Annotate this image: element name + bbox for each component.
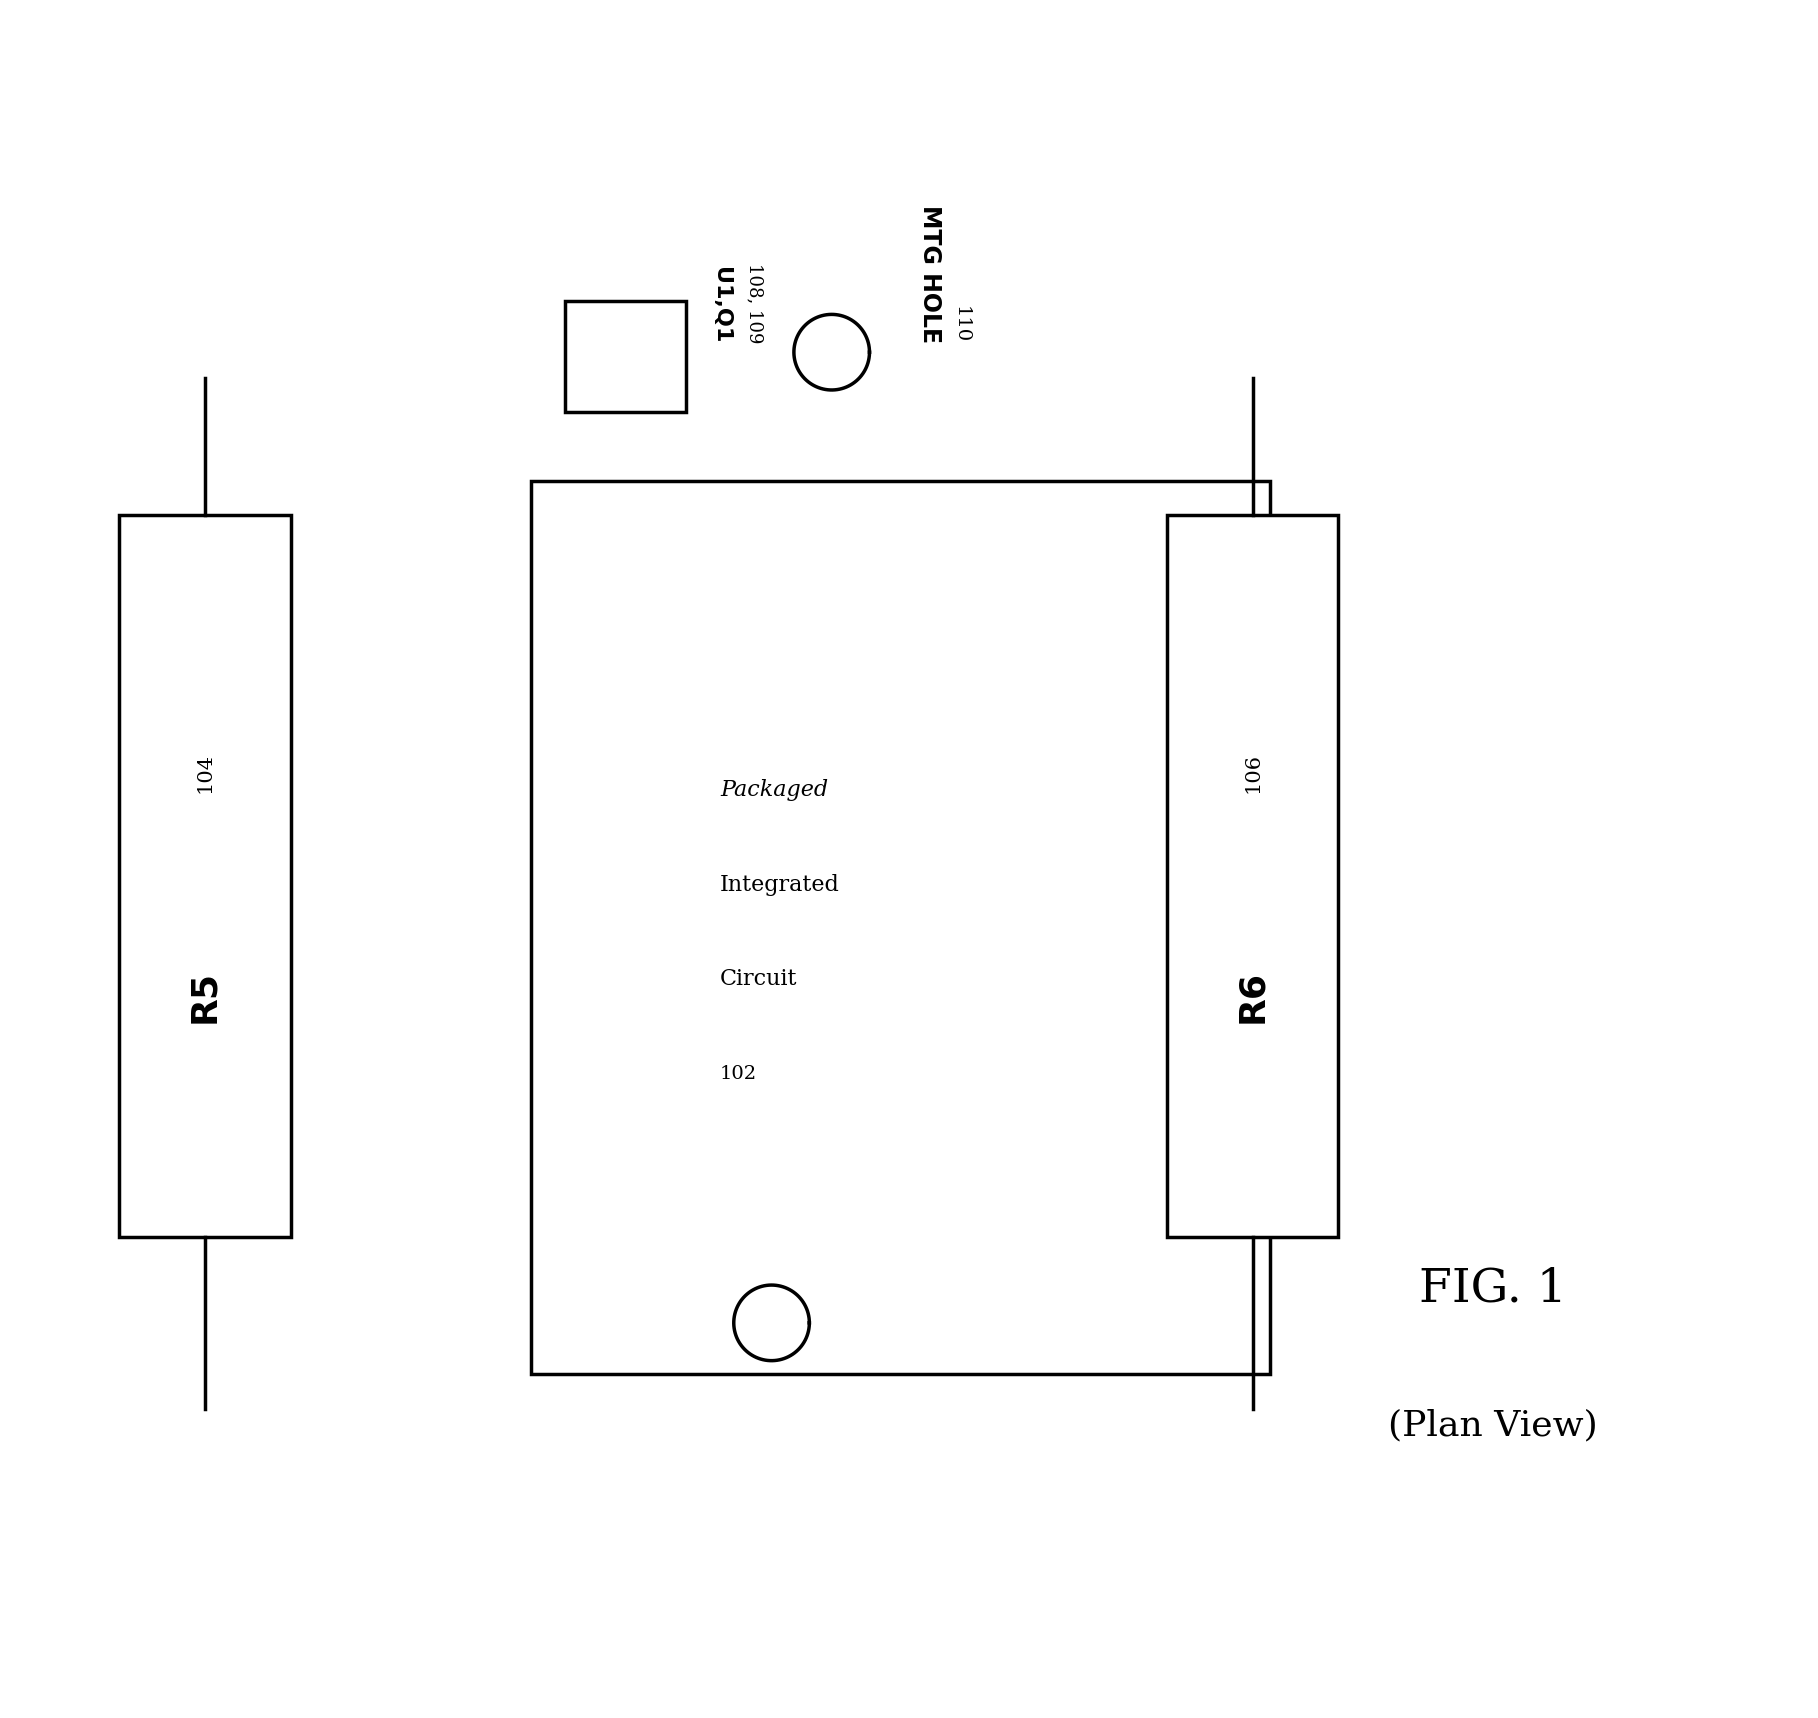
- Bar: [565, 301, 685, 412]
- Text: Circuit: Circuit: [720, 969, 798, 990]
- Text: FIG. 1: FIG. 1: [1420, 1266, 1567, 1311]
- Text: 110: 110: [953, 306, 971, 344]
- Bar: [531, 481, 1269, 1374]
- Text: R5: R5: [187, 971, 222, 1022]
- Text: 108, 109: 108, 109: [745, 263, 764, 344]
- Text: Integrated: Integrated: [720, 874, 840, 895]
- Text: U1,Q1: U1,Q1: [711, 268, 731, 344]
- Text: 102: 102: [720, 1065, 756, 1082]
- Text: 104: 104: [195, 752, 215, 794]
- Text: Packaged: Packaged: [720, 780, 829, 801]
- Text: MTG HOLE: MTG HOLE: [918, 206, 942, 344]
- Text: 106: 106: [1244, 752, 1262, 794]
- Text: R6: R6: [1236, 971, 1269, 1022]
- Bar: [1167, 515, 1338, 1237]
- Bar: [118, 515, 291, 1237]
- Text: (Plan View): (Plan View): [1389, 1409, 1598, 1443]
